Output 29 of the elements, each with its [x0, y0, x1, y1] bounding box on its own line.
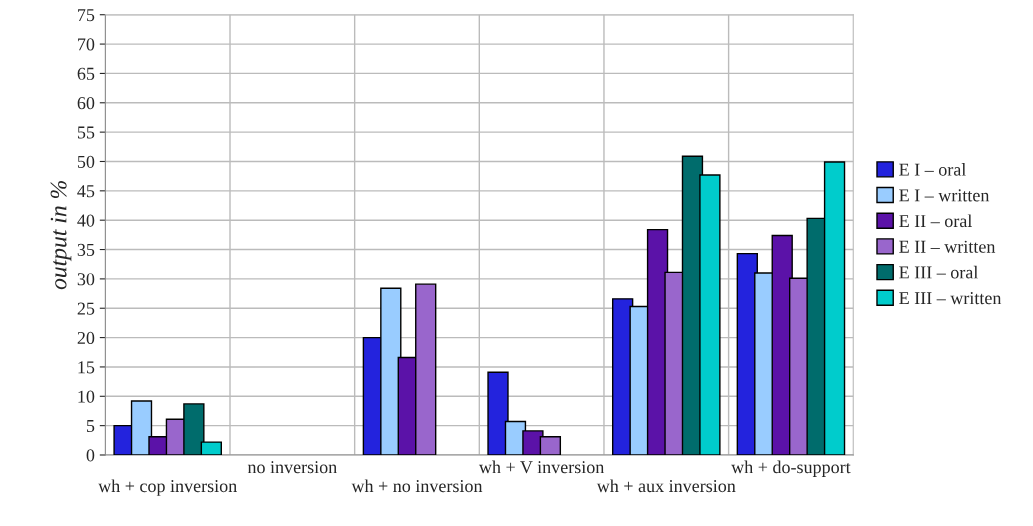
y-axis-title: output in % [50, 181, 72, 290]
legend-label: E I – oral [899, 163, 966, 176]
legend-label: E III – written [899, 292, 1002, 305]
legend-label: E III – oral [899, 265, 978, 279]
y-tick-label: 40 [77, 214, 95, 227]
y-tick-label: 30 [77, 273, 95, 286]
y-tick-label: 45 [77, 185, 95, 198]
y-tick-label: 50 [77, 155, 95, 168]
y-tick-label: 65 [77, 67, 95, 80]
y-tick-label: 75 [78, 9, 95, 22]
y-tick-label: 20 [77, 331, 95, 345]
y-tick-label: 25 [77, 302, 95, 315]
y-tick-label: 70 [78, 38, 95, 51]
y-tick-label: 60 [77, 97, 95, 110]
legend-label: E II – written [899, 240, 996, 253]
x-tick-label: wh + aux inversion [596, 479, 736, 493]
y-tick-label: 55 [77, 126, 95, 139]
y-tick-label: 5 [86, 420, 95, 433]
y-tick-label: 35 [77, 243, 95, 256]
x-tick-label: wh + no inversion [351, 479, 483, 493]
y-tick-label: 0 [86, 449, 95, 462]
x-tick-label: wh + do-support [731, 460, 851, 477]
y-tick-label: 15 [78, 361, 95, 374]
x-tick-label: no inversion [247, 461, 337, 474]
y-tick-label: 10 [78, 390, 95, 403]
x-tick-label: wh + V inversion [478, 460, 605, 474]
legend-label: E I – written [899, 189, 990, 202]
x-tick-label: wh + cop inversion [98, 479, 237, 496]
legend-label: E II – oral [899, 214, 972, 228]
